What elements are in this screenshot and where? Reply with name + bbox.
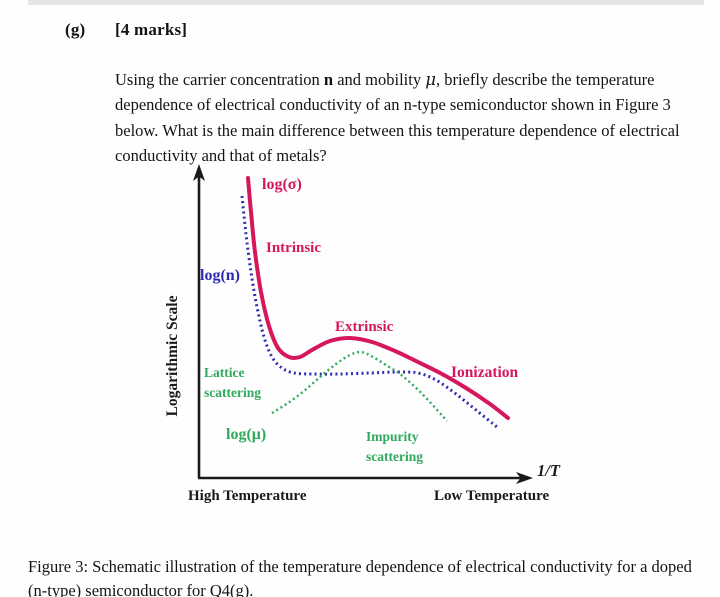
impurity-scattering-label-line2: scattering — [366, 449, 423, 464]
scan-artifact — [28, 0, 704, 5]
question-text: Using the carrier concentration n and mo… — [115, 67, 697, 169]
x-axis-arrow-icon — [516, 472, 533, 484]
log-n-label: log(n) — [200, 267, 240, 284]
intrinsic-region-label: Intrinsic — [266, 240, 321, 256]
y-axis-arrow-icon — [193, 164, 205, 181]
conductivity-schematic-svg: log(σ) Intrinsic log(n) Extrinsic Lattic… — [164, 164, 561, 504]
mobility-symbol: μ — [425, 69, 436, 89]
lattice-scattering-label-line2: scattering — [204, 385, 261, 400]
x-axis-label: 1/T — [537, 461, 561, 480]
log-sigma-label: log(σ) — [262, 176, 302, 193]
question-marks: [4 marks] — [115, 20, 188, 39]
log-sigma-curve — [246, 176, 510, 420]
carrier-concentration-symbol: n — [323, 69, 334, 89]
lattice-scattering-label-line1: Lattice — [204, 365, 244, 380]
extrinsic-region-label: Extrinsic — [335, 319, 394, 335]
log-n-curve — [240, 195, 498, 429]
question-text-part: Using the carrier concentration — [115, 69, 324, 89]
impurity-scattering-label-line1: Impurity — [366, 429, 419, 444]
log-mu-label: log(μ) — [226, 426, 266, 443]
low-temperature-label: Low Temperature — [434, 488, 549, 504]
figure-caption-text: Figure 3: Schematic illustration of the … — [28, 556, 692, 597]
question-text-part: , briefly describe the temperature depen… — [115, 69, 680, 166]
question-text-part: and mobility — [333, 69, 426, 89]
ionization-region-label: Ionization — [451, 364, 519, 381]
question-label: (g) — [65, 20, 86, 39]
high-temperature-label: High Temperature — [188, 488, 307, 504]
y-axis-label: Logarithmic Scale — [164, 295, 181, 416]
figure-caption: Figure 3: Schematic illustration of the … — [28, 555, 704, 597]
figure-3-chart: log(σ) Intrinsic log(n) Extrinsic Lattic… — [150, 160, 580, 518]
